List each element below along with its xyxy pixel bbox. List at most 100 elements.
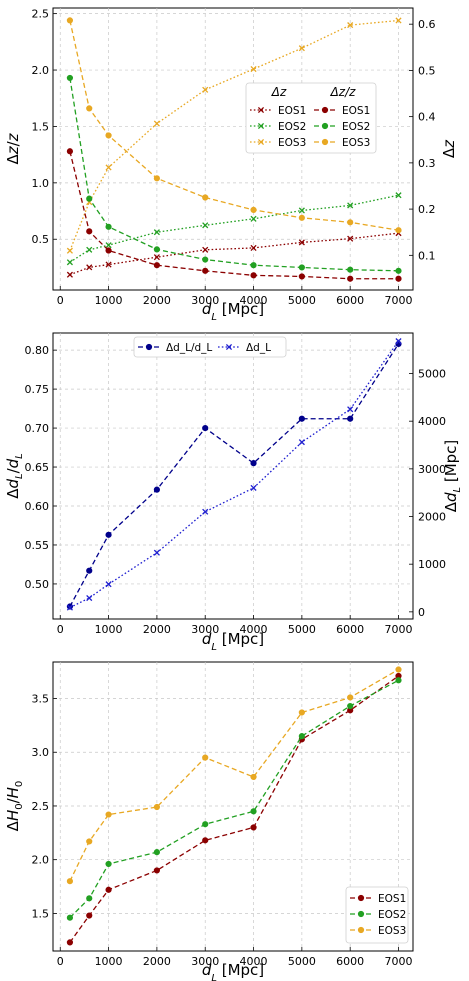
y-tick-label: 3.5 bbox=[32, 693, 50, 706]
data-point bbox=[86, 105, 93, 112]
panel-hubble-error: 0 1000 2000 3000 4000 5000 6000 7000 1.5 2.0 2.5 3.… bbox=[4, 661, 414, 981]
x-tick-label: 0 bbox=[57, 294, 64, 307]
series-line bbox=[69, 679, 399, 919]
data-point bbox=[202, 754, 209, 761]
data-point bbox=[202, 424, 209, 432]
y-tick-label: 0.75 bbox=[25, 383, 50, 396]
data-point bbox=[298, 709, 305, 716]
legend-label: EOS3 bbox=[342, 137, 370, 149]
data-point bbox=[66, 603, 74, 610]
y-axis-label: ΔdL/dL bbox=[4, 453, 25, 499]
data-point bbox=[202, 194, 209, 201]
data-point bbox=[202, 222, 209, 229]
data-point bbox=[105, 247, 112, 254]
data-point bbox=[250, 272, 257, 279]
data-point bbox=[202, 86, 209, 93]
data-point bbox=[347, 202, 354, 209]
legend-marker bbox=[321, 122, 329, 130]
x-tick-label: 1000 bbox=[95, 955, 123, 968]
data-point bbox=[250, 484, 257, 491]
data-point bbox=[66, 74, 74, 82]
data-point bbox=[298, 264, 305, 271]
series-line bbox=[69, 19, 399, 251]
legend-label: EOS2 bbox=[342, 121, 370, 133]
y-tick-label: 0.55 bbox=[25, 539, 50, 552]
panel-distance-error: 0 1000 2000 3000 4000 5000 6000 7000 0.50 0.55 0.6… bbox=[4, 332, 463, 653]
y-right-tick-label: 0.6 bbox=[418, 18, 436, 31]
x-tick-label: 0 bbox=[57, 623, 64, 636]
series-line bbox=[69, 675, 399, 943]
data-point bbox=[86, 895, 93, 902]
y-tick-label: 0.50 bbox=[25, 578, 50, 591]
x-tick-label: 7000 bbox=[385, 955, 413, 968]
data-point bbox=[105, 581, 112, 588]
y-tick-label: 2.0 bbox=[32, 64, 50, 77]
panel-redshift-error: 0 1000 2000 3000 4000 5000 6000 7000 0.5 1.0 1.5 2.… bbox=[4, 7, 458, 323]
y-tick-label: 0.65 bbox=[25, 461, 50, 474]
x-tick-label: 1000 bbox=[95, 294, 123, 307]
data-point bbox=[202, 267, 209, 274]
legend-marker bbox=[357, 894, 365, 902]
x-axis-label: dL [Mpc] bbox=[202, 961, 264, 981]
x-tick-label: 4000 bbox=[240, 623, 268, 636]
data-point bbox=[86, 838, 93, 845]
data-point bbox=[153, 486, 160, 493]
y-tick-label: 0.80 bbox=[25, 344, 50, 357]
data-point bbox=[347, 266, 354, 273]
data-point bbox=[298, 214, 305, 221]
y-axis-label: ΔH0/H0 bbox=[4, 781, 25, 832]
x-tick-label: 2000 bbox=[143, 623, 171, 636]
y-right-tick-label: 0.3 bbox=[418, 157, 436, 170]
x-tick-label: 5000 bbox=[288, 294, 316, 307]
data-point bbox=[347, 275, 354, 282]
x-tick-label: 7000 bbox=[385, 623, 413, 636]
data-point bbox=[105, 811, 112, 818]
x-tick-label: 7000 bbox=[385, 294, 413, 307]
y-right-tick-label: 2000 bbox=[418, 511, 446, 524]
data-point bbox=[202, 256, 209, 263]
data-point bbox=[250, 206, 257, 214]
data-point bbox=[250, 824, 257, 831]
data-point bbox=[202, 246, 209, 253]
y-right-tick-label: 5000 bbox=[418, 368, 446, 381]
legend-marker bbox=[225, 343, 233, 351]
data-point bbox=[298, 415, 305, 422]
data-point bbox=[105, 223, 112, 230]
data-point bbox=[298, 733, 305, 740]
plot-frame bbox=[52, 7, 414, 291]
x-tick-label: 3000 bbox=[191, 623, 219, 636]
y-axis-label: Δz/z bbox=[4, 132, 22, 164]
legend-title: Δz/z bbox=[330, 85, 357, 99]
data-point bbox=[105, 860, 112, 868]
data-point bbox=[153, 549, 160, 556]
data-point bbox=[298, 273, 305, 280]
legend-label: EOS3 bbox=[378, 925, 406, 937]
data-point bbox=[298, 239, 305, 246]
legend-marker bbox=[357, 910, 365, 918]
data-point bbox=[395, 227, 402, 234]
y-tick-label: 2.5 bbox=[32, 800, 50, 813]
data-point bbox=[105, 242, 112, 249]
data-point bbox=[153, 849, 160, 856]
legend-label: Δd_L/d_L bbox=[166, 342, 212, 354]
y-tick-label: 0.70 bbox=[25, 422, 50, 435]
series-line bbox=[69, 668, 399, 882]
y-tick-label: 2.5 bbox=[32, 8, 50, 21]
x-tick-label: 4000 bbox=[240, 955, 268, 968]
x-tick-label: 6000 bbox=[336, 623, 364, 636]
data-point bbox=[86, 195, 93, 202]
data-point bbox=[153, 262, 160, 269]
y-axis-right-label: Δz bbox=[440, 139, 458, 158]
series-line bbox=[69, 20, 399, 231]
series-line bbox=[69, 340, 400, 609]
legend-label: EOS3 bbox=[278, 137, 306, 149]
data-point bbox=[105, 261, 112, 268]
series-line bbox=[69, 151, 399, 280]
data-point bbox=[395, 338, 402, 345]
x-tick-label: 1000 bbox=[95, 623, 123, 636]
y-tick-label: 1.5 bbox=[32, 120, 50, 133]
plot-frame bbox=[52, 661, 414, 952]
y-right-tick-label: 0.5 bbox=[418, 64, 436, 77]
y-tick-label: 1.0 bbox=[32, 177, 50, 190]
x-tick-label: 0 bbox=[57, 955, 64, 968]
